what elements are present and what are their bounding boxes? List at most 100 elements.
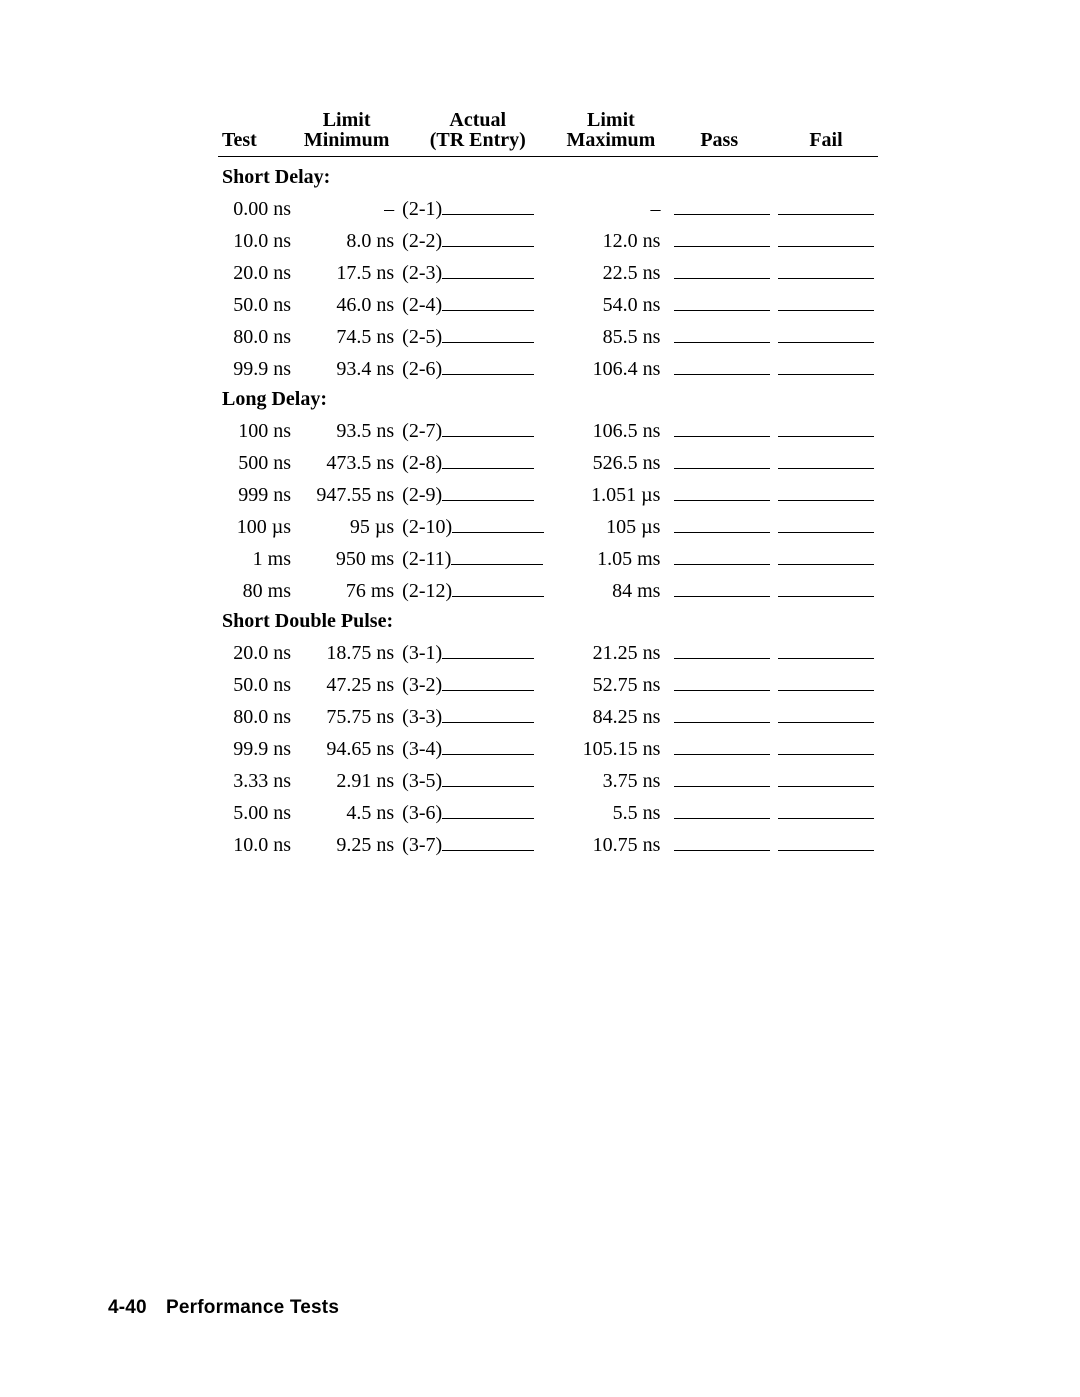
page-footer: 4-40 Performance Tests <box>108 1297 339 1319</box>
cell-actual: (2-6) <box>398 352 557 384</box>
cell-pass <box>664 796 774 828</box>
cell-limit-min: 93.4 ns <box>295 352 398 384</box>
cell-test: 80 ms <box>218 574 295 606</box>
cell-limit-max: 54.0 ns <box>557 288 664 320</box>
table-row: 80.0 ns74.5 ns(2-5)85.5 ns <box>218 320 878 352</box>
cell-fail <box>774 796 878 828</box>
col-test: Test <box>218 110 295 157</box>
cell-actual: (2-12) <box>398 574 557 606</box>
cell-actual: (3-5) <box>398 764 557 796</box>
cell-test: 100 ns <box>218 414 295 446</box>
cell-limit-max: 21.25 ns <box>557 636 664 668</box>
cell-limit-min: 76 ms <box>295 574 398 606</box>
table-row: 0.00 ns–(2-1)– <box>218 192 878 224</box>
cell-fail <box>774 574 878 606</box>
cell-actual: (2-10) <box>398 510 557 542</box>
cell-pass <box>664 256 774 288</box>
cell-limit-max: 10.75 ns <box>557 828 664 860</box>
cell-limit-min: 2.91 ns <box>295 764 398 796</box>
cell-limit-max: 1.05 ms <box>557 542 664 574</box>
cell-limit-max: 5.5 ns <box>557 796 664 828</box>
cell-limit-min: 74.5 ns <box>295 320 398 352</box>
cell-pass <box>664 636 774 668</box>
cell-actual: (3-4) <box>398 732 557 764</box>
cell-limit-max: 3.75 ns <box>557 764 664 796</box>
cell-pass <box>664 224 774 256</box>
col-fail: Fail <box>774 110 878 157</box>
cell-limit-max: – <box>557 192 664 224</box>
cell-pass <box>664 192 774 224</box>
col-actual: Actual (TR Entry) <box>398 110 557 157</box>
cell-limit-min: 4.5 ns <box>295 796 398 828</box>
cell-test: 20.0 ns <box>218 256 295 288</box>
cell-actual: (2-8) <box>398 446 557 478</box>
cell-test: 3.33 ns <box>218 764 295 796</box>
cell-pass <box>664 700 774 732</box>
cell-test: 20.0 ns <box>218 636 295 668</box>
cell-actual: (2-11) <box>398 542 557 574</box>
table-row: 50.0 ns46.0 ns(2-4)54.0 ns <box>218 288 878 320</box>
cell-fail <box>774 700 878 732</box>
cell-limit-max: 84.25 ns <box>557 700 664 732</box>
cell-pass <box>664 320 774 352</box>
cell-actual: (2-7) <box>398 414 557 446</box>
cell-limit-max: 84 ms <box>557 574 664 606</box>
cell-fail <box>774 764 878 796</box>
cell-actual: (2-2) <box>398 224 557 256</box>
table-row: 10.0 ns9.25 ns(3-7)10.75 ns <box>218 828 878 860</box>
cell-fail <box>774 732 878 764</box>
cell-fail <box>774 192 878 224</box>
cell-limit-max: 52.75 ns <box>557 668 664 700</box>
cell-limit-max: 106.4 ns <box>557 352 664 384</box>
cell-limit-min: 9.25 ns <box>295 828 398 860</box>
cell-fail <box>774 510 878 542</box>
cell-limit-min: – <box>295 192 398 224</box>
cell-actual: (2-4) <box>398 288 557 320</box>
table-row: 500 ns473.5 ns(2-8)526.5 ns <box>218 446 878 478</box>
cell-pass <box>664 414 774 446</box>
table-row: 20.0 ns17.5 ns(2-3)22.5 ns <box>218 256 878 288</box>
cell-test: 0.00 ns <box>218 192 295 224</box>
cell-pass <box>664 542 774 574</box>
section-title: Short Delay: <box>218 157 878 193</box>
cell-limit-min: 95 µs <box>295 510 398 542</box>
cell-test: 999 ns <box>218 478 295 510</box>
cell-test: 500 ns <box>218 446 295 478</box>
cell-limit-max: 105.15 ns <box>557 732 664 764</box>
cell-limit-max: 12.0 ns <box>557 224 664 256</box>
table-row: 10.0 ns8.0 ns(2-2)12.0 ns <box>218 224 878 256</box>
cell-limit-max: 1.051 µs <box>557 478 664 510</box>
cell-actual: (3-2) <box>398 668 557 700</box>
col-limit-min: Limit Minimum <box>295 110 398 157</box>
cell-actual: (2-9) <box>398 478 557 510</box>
cell-limit-min: 47.25 ns <box>295 668 398 700</box>
cell-limit-max: 526.5 ns <box>557 446 664 478</box>
table-row: 99.9 ns93.4 ns(2-6)106.4 ns <box>218 352 878 384</box>
table-row: 80.0 ns75.75 ns(3-3)84.25 ns <box>218 700 878 732</box>
cell-pass <box>664 732 774 764</box>
cell-pass <box>664 446 774 478</box>
section-title: Short Double Pulse: <box>218 606 878 636</box>
cell-limit-min: 18.75 ns <box>295 636 398 668</box>
cell-fail <box>774 668 878 700</box>
col-limit-max: Limit Maximum <box>557 110 664 157</box>
table-row: 50.0 ns47.25 ns(3-2)52.75 ns <box>218 668 878 700</box>
cell-fail <box>774 224 878 256</box>
cell-test: 10.0 ns <box>218 828 295 860</box>
cell-actual: (3-6) <box>398 796 557 828</box>
cell-actual: (3-7) <box>398 828 557 860</box>
table-row: 999 ns947.55 ns(2-9)1.051 µs <box>218 478 878 510</box>
table-row: 1 ms950 ms(2-11)1.05 ms <box>218 542 878 574</box>
cell-pass <box>664 510 774 542</box>
cell-actual: (3-3) <box>398 700 557 732</box>
cell-test: 50.0 ns <box>218 668 295 700</box>
cell-pass <box>664 828 774 860</box>
cell-fail <box>774 320 878 352</box>
cell-limit-max: 85.5 ns <box>557 320 664 352</box>
col-pass: Pass <box>664 110 774 157</box>
cell-test: 99.9 ns <box>218 352 295 384</box>
cell-limit-min: 8.0 ns <box>295 224 398 256</box>
cell-pass <box>664 764 774 796</box>
section-title: Long Delay: <box>218 384 878 414</box>
cell-test: 10.0 ns <box>218 224 295 256</box>
